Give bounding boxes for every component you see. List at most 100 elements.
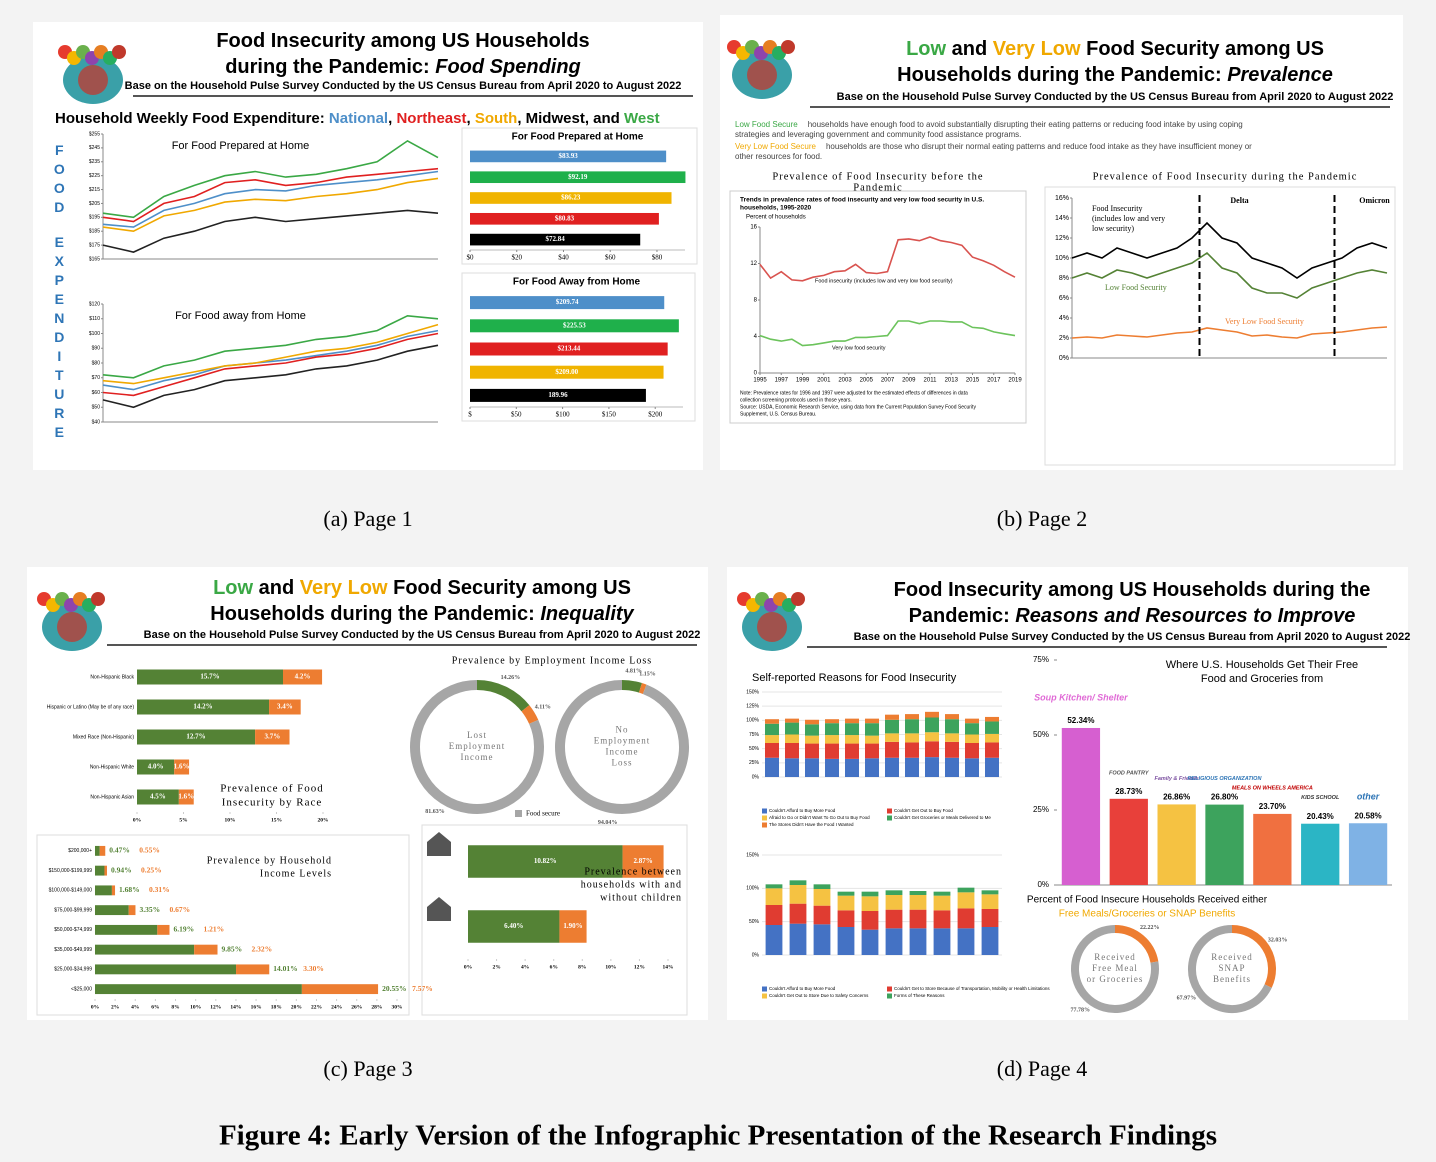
bar-segment	[945, 719, 959, 733]
definition-term: Low Food Secure	[735, 120, 798, 129]
logo-virus	[57, 612, 87, 642]
value-label: 26.86%	[1163, 793, 1190, 802]
bar-segment	[885, 720, 899, 734]
bar	[1301, 824, 1339, 885]
value-label: 1.6%	[178, 793, 194, 801]
value-label: 3.7%	[264, 733, 280, 741]
value-label: 26.80%	[1211, 793, 1238, 802]
bar-segment	[885, 758, 899, 777]
bar-segment	[785, 735, 799, 744]
bar-segment	[790, 880, 807, 885]
chart-title: Trends in prevalence rates of food insec…	[740, 197, 984, 204]
x-tick-label: 18%	[271, 1004, 282, 1010]
y-tick-label: $100	[89, 331, 100, 337]
bar-segment	[814, 889, 831, 906]
bar-segment	[805, 744, 819, 759]
donut-label: Employment	[449, 741, 506, 751]
bar-segment	[958, 908, 975, 928]
category-label: $150,000-$199,999	[49, 868, 93, 874]
x-tick-label: 6%	[151, 1004, 159, 1010]
bar-segment	[885, 742, 899, 758]
bar-segment	[985, 734, 999, 743]
value-label: 32.03%	[1268, 937, 1288, 943]
title-line-part: Food Security among US	[388, 577, 631, 599]
section-heading: Prevalence by Employment Income Loss	[452, 655, 652, 666]
x-tick-label: 12%	[210, 1004, 221, 1010]
panel-b: Low and Very Low Food Security among USH…	[720, 15, 1403, 470]
title-line-part: and	[946, 38, 993, 60]
value-label: 28.73%	[1115, 787, 1142, 796]
y-tick-label: $235	[89, 159, 100, 165]
bar-segment	[862, 911, 879, 930]
bar-segment	[838, 892, 855, 896]
y-tick-label: 14%	[1055, 215, 1069, 222]
side-label: FOOD	[51, 142, 67, 218]
category-label: <$25,000	[71, 986, 92, 992]
title-line: Food Insecurity among US Households duri…	[894, 579, 1371, 601]
x-tick-label: $150	[602, 411, 617, 419]
chart-title: Prevalence of Food	[220, 783, 324, 795]
bar-segment	[766, 884, 783, 888]
bar-segment	[805, 724, 819, 735]
y-tick-label: 75%	[749, 732, 760, 738]
definition-text: strategies and leveraging government and…	[735, 130, 1021, 139]
y-tick-label: 50%	[1033, 730, 1049, 739]
value-label: 6.40%	[504, 922, 523, 930]
x-tick-label: 2019	[1008, 378, 1022, 384]
chart-title: Income Levels	[260, 868, 332, 879]
bar-segment	[785, 719, 799, 723]
chart-title: For Food Prepared at Home	[512, 132, 644, 143]
x-tick-label: 30%	[392, 1004, 403, 1010]
chart-title: For Food Prepared at Home	[172, 140, 310, 152]
y-tick-label: 12%	[1055, 235, 1069, 242]
y-tick-label: $195	[89, 215, 100, 221]
x-tick-label: $60	[605, 254, 616, 262]
chart-title: For Food Away from Home	[513, 277, 641, 288]
x-tick-label: $0	[467, 254, 475, 262]
bar-segment	[765, 758, 779, 777]
x-tick-label: $200	[648, 411, 663, 419]
title-line: Low and Very Low Food Security among US	[213, 577, 631, 599]
bar-segment	[945, 742, 959, 758]
chart-title: Prevalence by Household	[207, 855, 332, 866]
section-heading: Prevalence of Food Insecurity before the	[772, 171, 983, 182]
y-tick-label: 8%	[1059, 275, 1069, 282]
caption: (a) Page 1	[323, 506, 412, 531]
legend-label: Forms of These Reasons	[894, 993, 945, 998]
title-line-part: Food Insecurity among US Households	[216, 30, 589, 52]
value-label: 67.97%	[1177, 995, 1197, 1001]
y-tick-label: 125%	[746, 703, 759, 709]
y-tick-label: $245	[89, 145, 100, 151]
bar-segment	[112, 885, 115, 895]
value-label: 4.0%	[148, 763, 164, 771]
category-label: $100,000-$149,000	[49, 888, 93, 894]
bar-segment	[925, 732, 939, 741]
x-tick-label: 2007	[881, 378, 895, 384]
x-tick-label: 0%	[133, 817, 141, 823]
bar-segment	[985, 721, 999, 733]
category-label: Non-Hispanic White	[90, 764, 134, 770]
bar-segment	[194, 945, 217, 955]
legend-swatch	[515, 810, 522, 817]
bar-segment	[805, 720, 819, 725]
x-tick-label: 2001	[817, 378, 831, 384]
x-tick-label: 10%	[225, 817, 236, 823]
bar-segment	[825, 759, 839, 777]
value-label: 10.82%	[534, 857, 557, 865]
legend-label: Couldn't Afford to Buy More Food	[769, 986, 836, 991]
donut-label: Benefits	[1213, 974, 1251, 984]
y-tick-label: 100%	[746, 718, 759, 724]
value-label: $225.53	[563, 321, 586, 329]
bar-segment	[965, 758, 979, 777]
value-label: 22.22%	[1140, 925, 1160, 931]
x-tick-label: 2017	[987, 378, 1001, 384]
caption: (b) Page 2	[997, 506, 1087, 531]
bar-segment	[925, 741, 939, 757]
bar-segment	[838, 910, 855, 927]
value-label: $80.83	[555, 214, 575, 222]
y-tick-label: $215	[89, 187, 100, 193]
bar-segment	[865, 744, 879, 759]
chart-title: without children	[600, 892, 682, 903]
donut-label: Loss	[611, 758, 632, 768]
title-line-part: Pandemic:	[909, 605, 1016, 627]
